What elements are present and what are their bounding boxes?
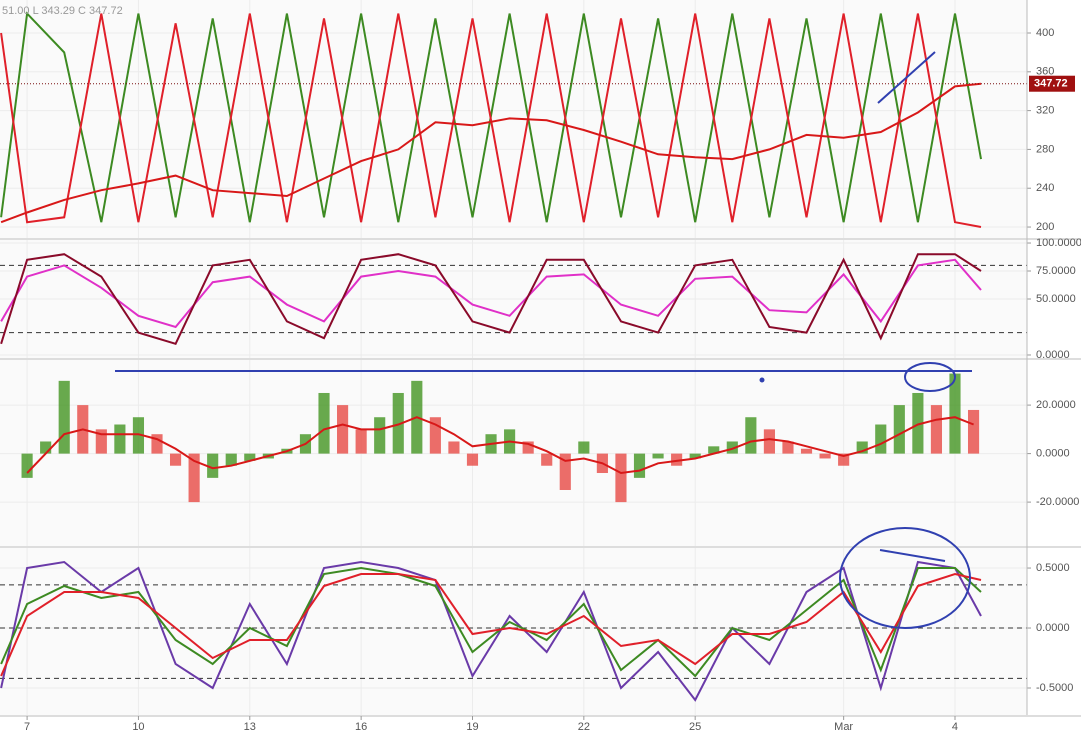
histogram-bar (21, 453, 33, 478)
histogram-bar (374, 417, 386, 454)
x-tick-label: 7 (24, 721, 30, 733)
histogram-bar (578, 441, 590, 454)
x-tick-label: 4 (952, 721, 958, 733)
y-tick-label: -0.5000 (1036, 682, 1073, 694)
series-line (26, 416, 974, 475)
x-tick-label: 19 (466, 721, 478, 733)
histogram-bar (225, 453, 237, 466)
histogram-bar (838, 453, 850, 466)
histogram-bar (763, 429, 775, 454)
x-tick-label: 22 (578, 721, 590, 733)
histogram-bar (615, 453, 627, 503)
histogram-bar (782, 441, 794, 454)
histogram-bar (912, 392, 924, 454)
histogram-bar (875, 424, 887, 454)
histogram-bar (337, 405, 349, 454)
y-tick-label: 360 (1036, 66, 1054, 78)
histogram-bar (40, 441, 52, 454)
histogram-bar (132, 417, 145, 454)
y-tick-label: 200 (1036, 221, 1054, 233)
series-line (0, 82, 982, 224)
y-tick-label: 320 (1036, 105, 1054, 117)
y-tick-label: 0.0000 (1036, 349, 1070, 361)
histogram-bar (188, 453, 200, 503)
y-tick-label: 20.0000 (1036, 399, 1076, 411)
histogram-bar (207, 453, 219, 478)
histogram-bar (95, 429, 107, 454)
circle-annotation (904, 362, 956, 392)
last-price-label: 347.72 (1034, 78, 1068, 90)
y-tick-label: 280 (1036, 143, 1054, 155)
y-tick-label: 75.0000 (1036, 265, 1076, 277)
histogram-bar (652, 453, 664, 459)
circle-annotation (839, 527, 971, 629)
histogram-bar (318, 392, 330, 454)
histogram-bar (169, 453, 182, 466)
x-tick-label: 13 (244, 721, 256, 733)
histogram-bar (856, 441, 868, 454)
histogram-bar (58, 380, 70, 454)
y-tick-label: -20.0000 (1036, 496, 1079, 508)
histogram-bar (522, 441, 534, 454)
histogram-bar (726, 441, 738, 454)
header-text: 51.00 L 343.29 C 347.72 (2, 5, 123, 17)
panel (0, 548, 1027, 715)
histogram-bar (949, 373, 961, 454)
series-line (0, 13, 982, 228)
series-line (0, 253, 982, 346)
histogram-bar (429, 417, 441, 454)
histogram-bar (466, 453, 479, 466)
histogram-bar (819, 453, 831, 459)
histogram-bar (244, 453, 256, 461)
histogram-bar (930, 405, 943, 454)
histogram-bar (151, 434, 163, 454)
trend-line (879, 549, 946, 562)
last-price-box (1029, 75, 1075, 92)
y-tick-label: 0.0000 (1036, 622, 1070, 634)
histogram-bar (559, 453, 571, 490)
series-line (0, 258, 982, 329)
histogram-bar (800, 448, 813, 454)
trend-line (877, 51, 936, 104)
x-tick-label: Mar (834, 721, 853, 733)
histogram-bar (967, 409, 980, 454)
x-tick-label: 25 (689, 721, 701, 733)
y-tick-label: 0.5000 (1036, 562, 1070, 574)
y-tick-label: 100.0000 (1036, 237, 1081, 249)
y-tick-label: 50.0000 (1036, 293, 1076, 305)
series-line (0, 572, 982, 677)
histogram-bar (893, 405, 905, 454)
annotations (115, 51, 972, 629)
histogram-bar (633, 453, 646, 478)
histogram-bar (745, 417, 757, 454)
histogram-bar (114, 424, 126, 454)
series-line (0, 566, 982, 678)
histogram-bar (689, 453, 701, 459)
y-tick-label: 0.0000 (1036, 448, 1070, 460)
y-tick-label: 240 (1036, 182, 1054, 194)
histogram-bar (541, 453, 553, 466)
histogram-bar (355, 429, 367, 454)
histogram-bar (392, 392, 404, 454)
histogram-bar (708, 446, 720, 454)
histogram-bar (671, 453, 683, 466)
dot (759, 377, 765, 383)
x-tick-label: 10 (132, 721, 144, 733)
x-tick-label: 16 (355, 721, 367, 733)
histogram-bar (448, 441, 460, 454)
y-tick-label: 400 (1036, 27, 1054, 39)
